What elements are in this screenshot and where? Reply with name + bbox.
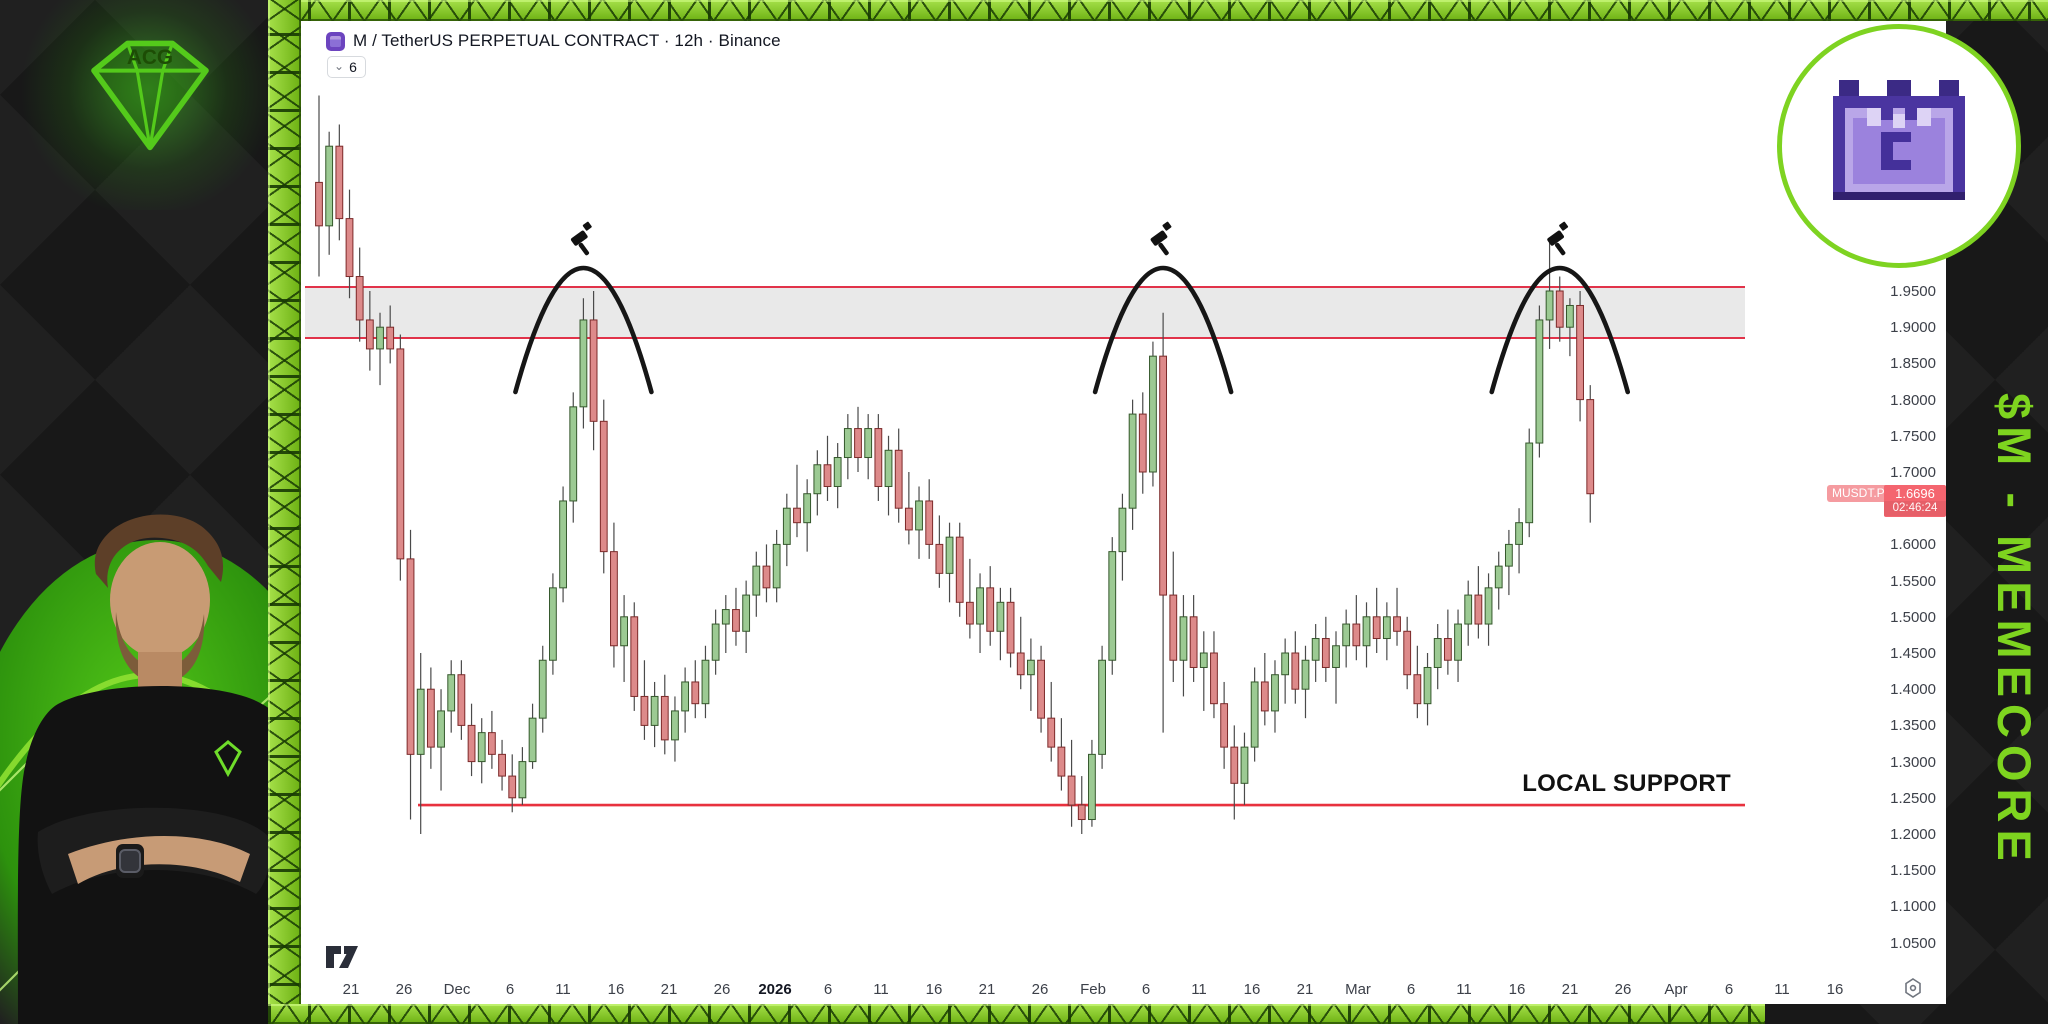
gavel-icon: [570, 221, 592, 256]
price-tick: 1.5000: [1890, 608, 1936, 626]
bar-countdown: 02:46:24: [1884, 501, 1946, 516]
frame-truss-bottom: [268, 1004, 1765, 1024]
price-tick: 1.0500: [1890, 934, 1936, 952]
tshirt-diamond-logo: [214, 740, 242, 778]
time-tick: Mar: [1345, 981, 1371, 998]
beard: [115, 612, 205, 684]
time-tick: 26: [395, 981, 413, 998]
price-tick: 1.3000: [1890, 753, 1936, 771]
gavel-icon: [1547, 221, 1569, 256]
candlestick-series: [315, 95, 1595, 834]
price-tick: 1.1000: [1890, 898, 1936, 916]
time-tick: 11: [873, 981, 889, 998]
time-axis-settings-gear-icon[interactable]: [1900, 976, 1926, 1000]
time-tick: 21: [1296, 981, 1314, 998]
time-tick: 2026: [758, 981, 792, 998]
memecore-symbol-icon: [326, 31, 345, 51]
time-tick: 6: [1406, 981, 1416, 998]
price-tick: 1.2500: [1890, 789, 1936, 807]
time-tick: 16: [607, 981, 625, 998]
price-tick: 1.4500: [1890, 645, 1936, 662]
time-tick: Dec: [443, 981, 471, 998]
candle-count-value: 6: [349, 59, 357, 75]
chart-header: M / TetherUS PERPETUAL CONTRACT · 12h · …: [326, 30, 781, 52]
memecore-circle-badge: [1777, 24, 2021, 268]
rejection-arc-2[interactable]: [1092, 265, 1234, 395]
rejection-arc-1[interactable]: [513, 265, 654, 395]
time-tick: 21: [978, 981, 996, 998]
time-tick: 11: [1456, 981, 1472, 998]
local-support-label: LOCAL SUPPORT: [1522, 770, 1731, 797]
symbol-price-tag: MUSDT.P: [1827, 485, 1890, 502]
price-tick: 1.1500: [1890, 862, 1936, 880]
time-tick: 6: [1141, 981, 1151, 998]
price-tick: 1.3500: [1890, 717, 1936, 735]
symbol-title: M / TetherUS PERPETUAL CONTRACT · 12h · …: [353, 31, 781, 50]
time-tick: Feb: [1080, 981, 1106, 998]
time-tick: 6: [823, 981, 833, 998]
price-tick: 1.9000: [1890, 319, 1936, 337]
chevron-down-icon: ⌄: [334, 59, 345, 73]
time-tick: Apr: [1664, 981, 1688, 998]
frame-truss-left: [268, 0, 301, 1024]
forearms: [68, 836, 250, 884]
acg-logo-glow: [18, 0, 278, 210]
time-tick: 16: [925, 981, 943, 998]
time-tick: 21: [342, 981, 360, 998]
time-tick: 6: [1724, 981, 1734, 998]
time-tick: 11: [1191, 981, 1207, 998]
price-tick: 1.2000: [1890, 826, 1936, 843]
side-ticker-text: $M - MEMECORE: [1988, 393, 2041, 868]
time-tick: 26: [713, 981, 731, 998]
price-tick: 1.4000: [1890, 681, 1936, 699]
price-tick: 1.5500: [1890, 572, 1936, 590]
price-tick: 1.8000: [1890, 391, 1936, 409]
price-tick: 1.7500: [1890, 427, 1936, 445]
rejection-arc-3[interactable]: [1489, 265, 1631, 395]
time-tick: 16: [1508, 981, 1526, 998]
time-tick: 21: [660, 981, 678, 998]
tradingview-logo[interactable]: [324, 942, 366, 972]
time-tick: 11: [555, 981, 571, 998]
price-tick: 1.6000: [1890, 536, 1936, 554]
acg-logo-text: ACG: [127, 46, 173, 69]
watch-face: [119, 849, 141, 873]
time-tick: 16: [1243, 981, 1261, 998]
price-tick: 1.9500: [1890, 283, 1936, 300]
memecore-pixel-castle-logo: [1833, 80, 1965, 200]
price-tick: 1.7000: [1890, 464, 1936, 481]
time-tick: 16: [1826, 981, 1844, 998]
face: [110, 542, 210, 658]
hair: [94, 514, 224, 588]
time-tick: 11: [1774, 981, 1790, 998]
time-tick: 6: [505, 981, 515, 998]
time-tick: 26: [1031, 981, 1049, 998]
neck: [138, 652, 182, 692]
current-price-value: 1.6696: [1895, 486, 1935, 501]
current-price-label: 1.6696 02:46:24: [1884, 485, 1946, 517]
frame-truss-top: [268, 0, 2048, 21]
time-tick: 21: [1561, 981, 1579, 998]
time-tick: 26: [1614, 981, 1632, 998]
price-tick: 1.8500: [1890, 355, 1936, 373]
acg-diamond-logo: ACG: [91, 40, 209, 151]
candle-count-badge[interactable]: ⌄ 6: [327, 56, 366, 78]
gavel-icon: [1150, 221, 1172, 256]
